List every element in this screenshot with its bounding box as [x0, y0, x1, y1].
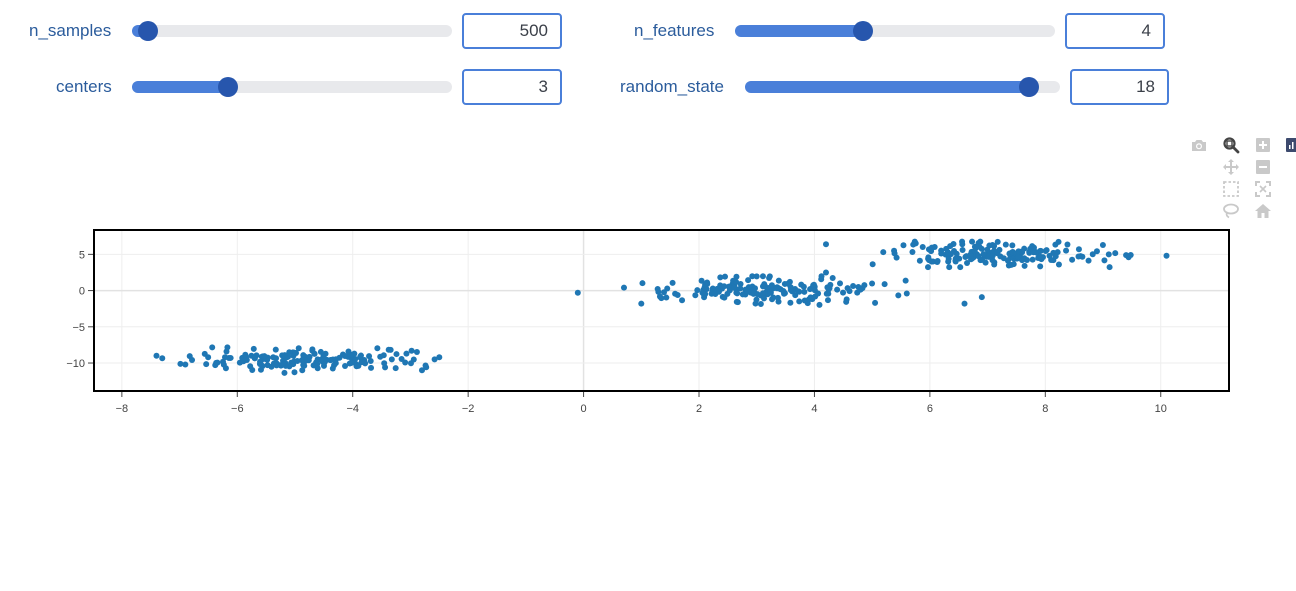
- y-axis-ticks: 5 0 −5 −10: [66, 249, 93, 370]
- plot-area[interactable]: [93, 229, 1230, 392]
- camera-icon[interactable]: [1190, 136, 1208, 154]
- n-samples-input[interactable]: [462, 13, 562, 49]
- y-tick-label: −10: [66, 358, 85, 370]
- x-axis-ticks: −8 −6 −4 −2 0 2 4 6 8 10: [116, 392, 1167, 415]
- box-select-icon[interactable]: [1222, 180, 1240, 198]
- n-samples-slider[interactable]: [132, 21, 452, 41]
- y-tick-label: 5: [79, 249, 85, 261]
- pan-icon[interactable]: [1222, 158, 1240, 176]
- random-state-label: random_state: [620, 77, 724, 96]
- x-tick-label: −6: [231, 403, 244, 415]
- n-samples-slider-thumb[interactable]: [138, 21, 158, 41]
- n-features-slider-thumb[interactable]: [853, 21, 873, 41]
- x-tick-label: 6: [927, 403, 933, 415]
- n-features-slider-fill: [735, 25, 863, 37]
- x-tick-label: 2: [696, 403, 702, 415]
- x-tick-label: −2: [462, 403, 475, 415]
- random-state-slider-fill: [745, 81, 1029, 93]
- x-tick-label: −8: [116, 403, 129, 415]
- lasso-icon[interactable]: [1222, 202, 1240, 220]
- zoom-in-icon[interactable]: [1254, 136, 1272, 154]
- centers-label: centers: [56, 77, 112, 96]
- centers-input[interactable]: [462, 69, 562, 105]
- x-tick-label: 8: [1042, 403, 1048, 415]
- autoscale-icon[interactable]: [1254, 180, 1272, 198]
- random-state-slider-thumb[interactable]: [1018, 77, 1039, 97]
- centers-slider-thumb[interactable]: [218, 77, 238, 97]
- random-state-input[interactable]: [1070, 69, 1169, 105]
- y-tick-label: 0: [79, 286, 85, 298]
- n-samples-label: n_samples: [29, 21, 112, 40]
- x-tick-label: −4: [346, 403, 359, 415]
- x-tick-label: 0: [581, 403, 587, 415]
- x-tick-label: 10: [1155, 403, 1167, 415]
- reset-axes-icon[interactable]: [1254, 202, 1272, 220]
- plotly-logo[interactable]: [1286, 136, 1296, 154]
- centers-slider-fill: [132, 81, 228, 93]
- centers-slider[interactable]: [132, 77, 452, 97]
- y-tick-label: −5: [72, 322, 85, 334]
- zoom-icon[interactable]: [1222, 136, 1240, 154]
- random-state-slider[interactable]: [745, 77, 1060, 97]
- n-features-slider[interactable]: [735, 21, 1055, 41]
- n-features-input[interactable]: [1065, 13, 1165, 49]
- x-tick-label: 4: [811, 403, 817, 415]
- zoom-out-icon[interactable]: [1254, 158, 1272, 176]
- n-features-label: n_features: [634, 21, 715, 40]
